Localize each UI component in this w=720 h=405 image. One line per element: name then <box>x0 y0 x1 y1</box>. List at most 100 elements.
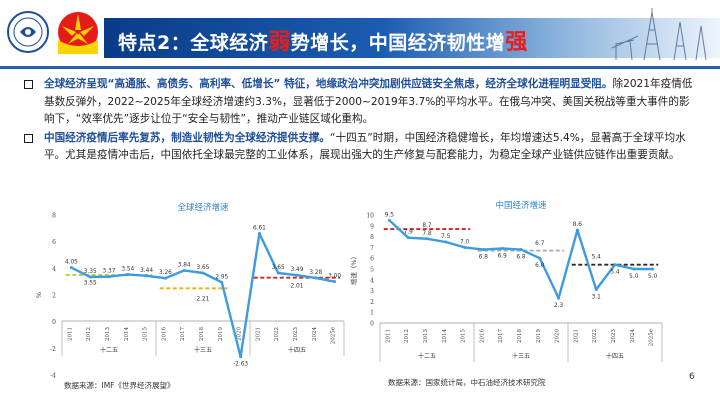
oil-rig-graphic-icon <box>611 8 707 61</box>
x-tick-label: 2023 <box>293 327 299 341</box>
bullet-china-economy: 中国经济疫情后率先复苏，制造业韧性为全球经济提供支撑。“十四五”时期，中国经济稳… <box>22 130 698 165</box>
data-label: 5.4 <box>610 270 620 276</box>
data-point <box>295 273 299 277</box>
bullet-heading: 全球经济呈现“高通胀、高债务、高利率、低增长” 特征，地缘政治冲突加剧供应链安全… <box>44 78 613 90</box>
data-label: 4.05 <box>65 260 78 266</box>
data-point <box>500 246 504 250</box>
x-tick-label: 2021 <box>255 327 261 341</box>
data-label: 3.44 <box>140 268 153 274</box>
y-tick-label: -2 <box>50 346 56 353</box>
data-label: -2.63 <box>233 362 248 368</box>
data-label: 6.8 <box>516 255 526 261</box>
average-label: 2.01 <box>291 284 304 290</box>
data-label: 3.37 <box>103 269 116 275</box>
y-tick-label: 2 <box>52 293 56 300</box>
x-tick-label: 2021 <box>573 329 579 343</box>
group-label: 十二五 <box>100 346 118 354</box>
group-label: 十四五 <box>288 346 306 354</box>
group-label: 十三五 <box>512 352 530 360</box>
y-tick-label: 8 <box>52 213 56 220</box>
average-label: 3.55 <box>84 280 97 286</box>
x-tick-label: 2019 <box>218 327 224 341</box>
data-label: 6.61 <box>253 226 266 232</box>
y-tick-label: 4 <box>52 266 56 273</box>
data-label: 6.0 <box>535 263 545 269</box>
data-point <box>220 280 224 284</box>
title-bar <box>104 18 720 58</box>
data-label: 9.5 <box>385 212 395 218</box>
data-point <box>406 236 410 240</box>
bullet-square-icon <box>24 80 33 89</box>
group-label: 十四五 <box>606 352 624 360</box>
y-tick-label: 2 <box>370 299 374 306</box>
header: 特点2：全球经济弱势增长，中国经济韧性增强 <box>0 0 720 68</box>
data-label: 7.0 <box>460 239 470 245</box>
title-highlight-strong: 强 <box>505 30 528 55</box>
x-tick-label: 2011 <box>385 329 391 343</box>
data-label: 5.0 <box>648 274 658 280</box>
x-tick-label: 2020 <box>237 327 243 341</box>
data-label: 7.9 <box>404 230 414 236</box>
data-label: 6.8 <box>479 255 489 261</box>
data-point <box>69 266 73 270</box>
y-tick-label: 5 <box>370 267 374 274</box>
y-tick-label: 0 <box>52 319 56 326</box>
x-tick-label: 2020 <box>555 329 561 343</box>
x-tick-label: 2019 <box>536 329 542 343</box>
y-tick-label: 6 <box>370 256 374 263</box>
data-point <box>257 232 261 236</box>
y-tick-label: 6 <box>52 239 56 246</box>
data-label: 7.8 <box>422 231 432 237</box>
x-tick-label: 2017 <box>180 327 186 341</box>
x-tick-label: 2015 <box>461 329 467 343</box>
x-tick-label: 2024 <box>312 327 318 341</box>
data-label: 3.26 <box>159 270 172 276</box>
data-point <box>444 240 448 244</box>
y-tick-label: 10 <box>366 213 374 220</box>
x-tick-label: 2023 <box>611 329 617 343</box>
bullet-body: 除2021年疫情低基数反弹外，2022~2025年全球经济增速约3.3%，显著低… <box>44 78 693 125</box>
y-tick-label: -4 <box>50 373 56 380</box>
data-label: 3.65 <box>197 265 210 271</box>
data-label: 3.35 <box>84 269 97 275</box>
data-point <box>163 276 167 280</box>
x-tick-label: 2013 <box>105 327 111 341</box>
data-point <box>613 263 617 267</box>
data-point <box>594 288 598 292</box>
x-tick-label: 2018 <box>199 327 205 341</box>
data-label: 3.49 <box>291 267 304 273</box>
bullet-square-icon <box>24 133 33 143</box>
x-tick-label: 2022 <box>592 329 598 343</box>
data-point <box>519 248 523 252</box>
x-tick-label: 2016 <box>161 327 167 341</box>
china-chart-source: 数据来源：国家统计局，中石油经济技术研究院 <box>388 378 546 387</box>
global-chart-source: 数据来源：IMF《世界经济展望》 <box>64 381 175 390</box>
data-point <box>538 256 542 260</box>
y-axis-label: 增速（%） <box>349 253 358 285</box>
x-tick-label: 2018 <box>517 329 523 343</box>
data-point <box>145 274 149 278</box>
x-tick-label: 2025e <box>331 327 337 344</box>
group-label: 十三五 <box>194 346 212 354</box>
data-point <box>182 268 186 272</box>
x-tick-label: 2012 <box>86 327 92 341</box>
x-tick-label: 2022 <box>274 327 280 341</box>
data-label: 3.54 <box>121 266 134 272</box>
y-tick-label: 0 <box>370 321 374 328</box>
data-label: 3.84 <box>178 262 191 268</box>
y-tick-label: 1 <box>370 310 374 317</box>
average-label: 6.7 <box>535 241 545 247</box>
y-axis-label: % <box>35 292 43 298</box>
chart-title: 全球经济增速 <box>177 202 229 213</box>
slide-title: 特点2：全球经济弱势增长，中国经济韧性增强 <box>118 30 528 55</box>
data-label: 7.5 <box>441 234 451 240</box>
page-number: 6 <box>689 372 695 382</box>
x-tick-label: 2014 <box>124 327 130 341</box>
data-point <box>201 271 205 275</box>
data-point <box>481 248 485 252</box>
global-growth-chart: 全球经济增速 -4 -2 0 2 4 6 8% 2011 2012 2013 2014 2015 2016… <box>35 202 345 380</box>
data-label: 2.3 <box>554 303 564 309</box>
x-tick-label: 2015 <box>143 327 149 341</box>
cnpc-logo-icon <box>58 12 98 54</box>
